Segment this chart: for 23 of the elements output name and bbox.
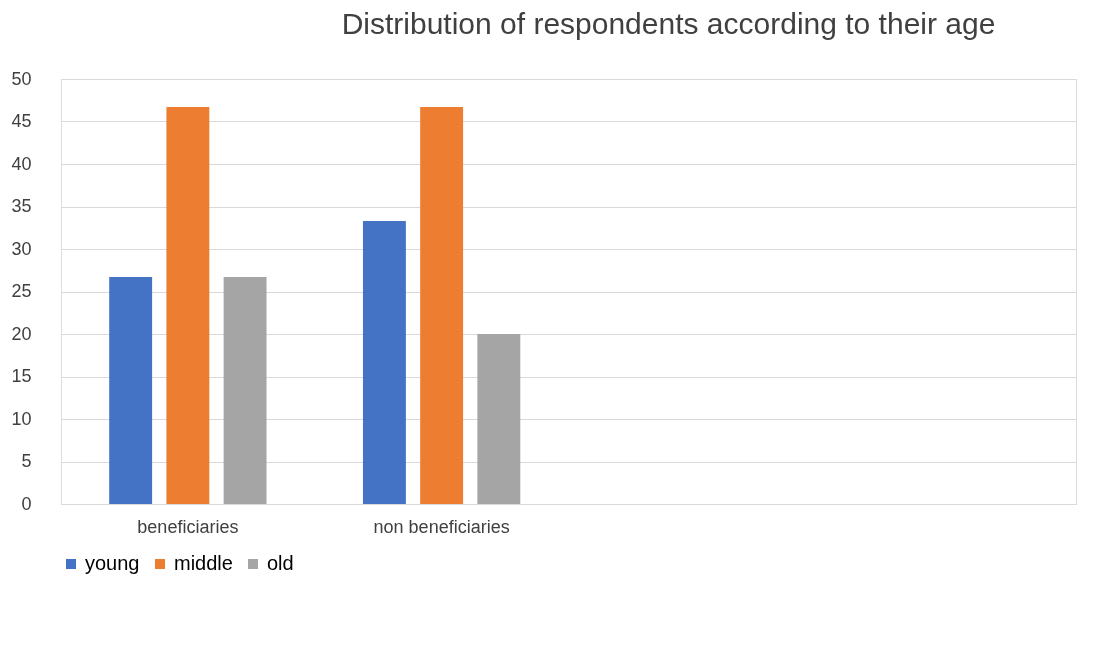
x-tick-label: beneficiaries bbox=[137, 516, 239, 537]
y-tick-label: 50 bbox=[11, 68, 32, 89]
y-tick-label: 40 bbox=[11, 153, 32, 174]
legend-label: middle bbox=[174, 552, 233, 574]
bar bbox=[362, 220, 406, 504]
y-tick-label: 25 bbox=[11, 281, 32, 301]
bar bbox=[477, 334, 521, 504]
y-tick-label: 45 bbox=[11, 111, 32, 131]
y-tick-label: 5 bbox=[21, 451, 32, 471]
y-tick-label: 35 bbox=[11, 196, 32, 216]
y-tick-label: 0 bbox=[21, 493, 32, 514]
y-tick-label: 20 bbox=[11, 323, 32, 344]
y-tick-label: 15 bbox=[11, 366, 32, 386]
bar bbox=[109, 277, 153, 504]
bar bbox=[420, 107, 464, 504]
bar bbox=[166, 107, 210, 504]
x-tick-label: non beneficiaries bbox=[373, 516, 510, 537]
legend-label: old bbox=[267, 552, 294, 574]
legend-label: young bbox=[85, 552, 140, 574]
y-tick-label: 10 bbox=[11, 408, 32, 429]
chart-title: Distribution of respondents according to their age bbox=[341, 7, 996, 40]
bar bbox=[223, 277, 267, 504]
y-tick-label: 30 bbox=[11, 238, 32, 259]
